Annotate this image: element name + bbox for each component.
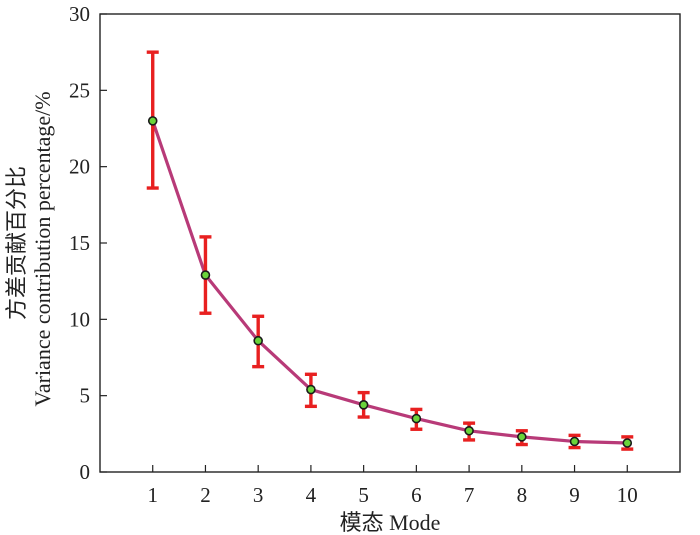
data-point (464, 425, 474, 436)
x-tick-label: 1 (147, 483, 158, 507)
y-tick-label: 15 (69, 231, 90, 255)
x-axis-title: 模态 Mode (340, 510, 441, 535)
series-line (151, 120, 628, 445)
y-tick-label: 30 (69, 2, 90, 26)
axes-group (99, 13, 681, 473)
y-tick-label: 10 (69, 307, 90, 331)
plot-frame (99, 13, 681, 473)
data-point (622, 438, 633, 448)
x-tick-label: 6 (411, 483, 422, 507)
x-tick-label: 4 (306, 483, 317, 507)
y-tick-label: 0 (80, 460, 91, 484)
data-point (253, 335, 263, 346)
y-axis-title-english: Variance contribution percentage/% (30, 91, 55, 406)
x-tick-label: 10 (617, 483, 638, 507)
data-point (358, 400, 369, 410)
data-point (569, 436, 580, 447)
x-tick-label: 7 (464, 483, 475, 507)
ticks-group: 0 5 10 15 20 25 30 1 2 3 4 5 6 7 8 9 10 (69, 2, 638, 507)
x-tick-label: 9 (569, 483, 580, 507)
y-tick-label: 20 (69, 155, 90, 179)
x-tick-label: 2 (200, 483, 211, 507)
y-tick-label: 5 (80, 384, 91, 408)
x-tick-label: 3 (253, 483, 264, 507)
y-axis-title-chinese: 方差贡献百分比 (4, 166, 29, 320)
data-point (411, 413, 422, 424)
y-tick-label: 25 (69, 78, 90, 102)
x-tick-label: 5 (358, 483, 369, 507)
data-point (147, 116, 158, 126)
series-group (146, 50, 634, 451)
data-point (200, 270, 211, 280)
x-tick-label: 8 (517, 483, 528, 507)
data-point (517, 432, 527, 442)
labels-group: 模态 Mode 方差贡献百分比 Variance contribution pe… (4, 91, 440, 535)
data-point (306, 384, 316, 395)
